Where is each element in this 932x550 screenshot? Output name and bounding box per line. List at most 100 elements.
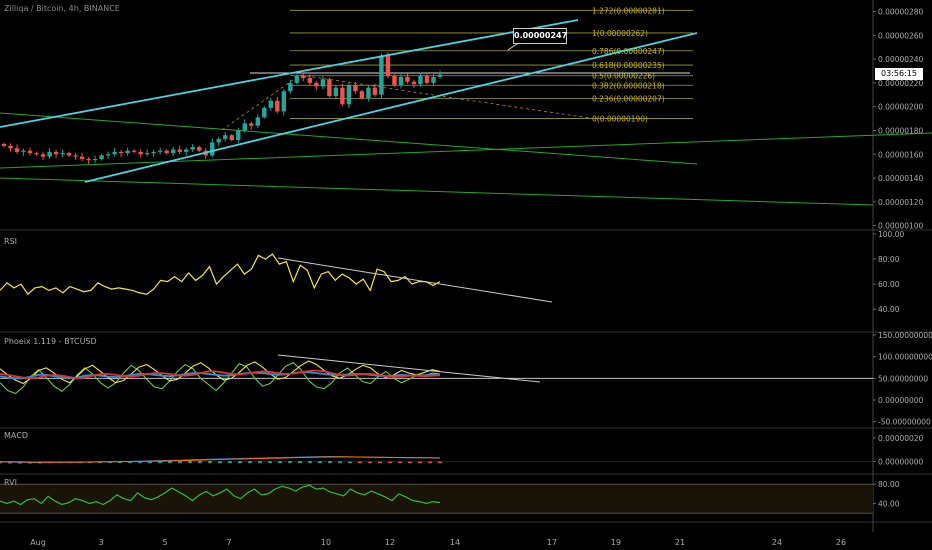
candle-body (216, 138, 221, 143)
fib-level-label: 0.786(0.00000247) (592, 47, 665, 56)
candle-body (125, 150, 130, 154)
dashed-projection (221, 74, 591, 131)
candle-body (294, 75, 300, 83)
main-price-pane: 1.272(0.00000281) 1(0.00000262) 0.786(0.00… (0, 6, 932, 206)
grid-lines (0, 0, 932, 532)
macd-histogram-bar (168, 461, 172, 464)
candle-body (405, 76, 410, 82)
candle-body (47, 151, 52, 157)
price-axis-label: 0.00000160 (878, 150, 924, 159)
macd-histogram-bar (418, 461, 422, 464)
candle-body (424, 75, 430, 83)
macd-histogram-bar (378, 461, 382, 464)
candle-body (1, 143, 7, 146)
candle-body (307, 78, 313, 83)
rsi-label: RSI (4, 237, 17, 246)
macd-histogram-bar (398, 461, 402, 464)
candle-body (223, 135, 228, 139)
macd-histogram-bar (288, 461, 292, 464)
macd-histogram-bar (278, 461, 282, 464)
candle-body (34, 153, 39, 155)
phoenix-trendline (277, 354, 541, 383)
candle-body (353, 85, 358, 92)
rsi-trendline (277, 257, 553, 303)
candle-body (359, 91, 365, 99)
candle-body (366, 87, 371, 99)
rsi-axis-label: 80.00 (878, 255, 900, 264)
chart-title: Zilliqa / Bitcoin, 4h, BINANCE (4, 4, 120, 13)
candle-body (66, 153, 72, 156)
candle-body (105, 154, 111, 156)
macd-histogram-bar (248, 461, 252, 464)
candle-body (255, 117, 260, 126)
candle-body (262, 107, 267, 118)
price-axis-label: 0.00000240 (878, 55, 924, 64)
macd-histogram-bar (148, 461, 152, 464)
price-axis-label: 0.00000180 (878, 126, 924, 135)
macd-histogram-bar (268, 461, 272, 464)
macd-pane (0, 455, 873, 464)
rvi-axis-label: 40.00 (878, 500, 900, 509)
candle-body (268, 100, 274, 108)
phoenix-axis-label: 0.00000000 (878, 396, 924, 405)
candle-body (21, 150, 26, 152)
channel-lower (84, 32, 698, 183)
phoenix-label: Phoeix 1.119 - BTCUSD (4, 337, 97, 346)
candle-body (372, 87, 378, 95)
candle-body (398, 76, 404, 86)
candle-body (118, 151, 124, 154)
fib-level-label: 0.236(0.00000207) (592, 94, 665, 103)
price-axis-label: 0.00000100 (878, 222, 924, 231)
phoenix-axis-label: -50.00000000 (878, 418, 931, 427)
fib-level-label: 1(0.00000262) (592, 29, 648, 38)
macd-axis-label: 0.00000020 (878, 434, 924, 443)
trend-line-upper (0, 112, 698, 165)
price-axis-label: 0.00000120 (878, 198, 924, 207)
time-axis: Aug 3 5 7 10 12 14 17 19 21 24 26 (30, 538, 846, 547)
candle-body (170, 149, 176, 154)
fib-level-label: 1.272(0.00000281) (592, 6, 665, 15)
macd-histogram-bar (438, 461, 442, 464)
time-axis-label: 24 (772, 538, 782, 547)
macd-histogram-bar (408, 461, 412, 464)
macd-histogram-bar (388, 461, 392, 464)
candle-body (418, 75, 423, 85)
time-axis-label: 17 (547, 538, 557, 547)
time-axis-label: 26 (836, 538, 846, 547)
phoenix-red-line (0, 369, 441, 380)
candle-body (314, 82, 319, 87)
candle-body (210, 142, 215, 156)
channel-upper (0, 19, 579, 128)
last-price-tag: 03:56:15 (875, 68, 923, 80)
price-axis-label: 0.00000220 (878, 79, 924, 88)
candle-body (14, 148, 20, 152)
macd-histogram-bar (428, 461, 432, 464)
candle-body (184, 149, 189, 152)
candle-body (138, 151, 143, 155)
candle-body (177, 149, 182, 152)
phoenix-axis-label: 100.00000000 (878, 353, 932, 362)
candle-body (53, 151, 59, 155)
candle-body (431, 76, 436, 83)
candle-body (144, 153, 150, 155)
trend-line-mid (0, 132, 932, 169)
time-axis-label: 10 (321, 538, 331, 547)
candle-body (73, 155, 78, 157)
candle-body (60, 153, 65, 155)
macd-histogram-bar (328, 461, 332, 464)
candle-body (242, 123, 247, 131)
candle-body (112, 151, 117, 155)
candle-body (392, 75, 397, 86)
candle-body (40, 154, 46, 157)
candle-body (27, 150, 33, 154)
fib-level-label: 0.618(0.00000235) (592, 61, 665, 70)
phoenix-yellow-line (0, 360, 441, 385)
price-axis-label: 0.00000280 (878, 8, 924, 17)
rvi-band (0, 484, 873, 514)
candle-body (197, 147, 202, 151)
macd-signal-line (0, 456, 441, 463)
phoenix-axis-label: 50.00000000 (878, 374, 928, 383)
price-axis-label: 0.00000200 (878, 103, 924, 112)
candle-body (333, 87, 339, 96)
